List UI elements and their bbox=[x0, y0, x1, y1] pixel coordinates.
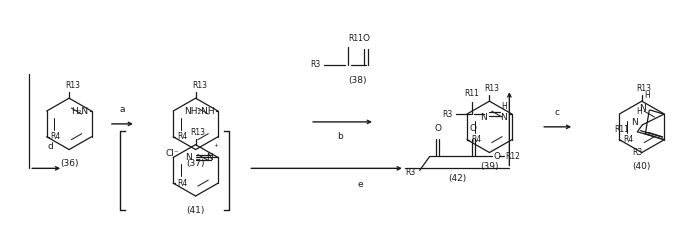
Text: H: H bbox=[636, 107, 642, 116]
Text: e: e bbox=[357, 180, 362, 189]
Text: N: N bbox=[500, 113, 507, 123]
Text: N: N bbox=[206, 153, 213, 162]
Text: H: H bbox=[501, 102, 507, 111]
Text: (40): (40) bbox=[633, 162, 651, 172]
Text: R13: R13 bbox=[66, 81, 81, 90]
Text: R3: R3 bbox=[406, 168, 415, 177]
Text: H: H bbox=[645, 91, 650, 100]
Text: NH₂NH: NH₂NH bbox=[185, 106, 215, 116]
Text: b: b bbox=[337, 132, 343, 141]
Text: R12: R12 bbox=[505, 152, 520, 161]
Text: N: N bbox=[480, 113, 487, 123]
Text: H₂N: H₂N bbox=[71, 106, 89, 116]
Text: +: + bbox=[214, 143, 218, 148]
Text: a: a bbox=[119, 105, 125, 114]
Text: d: d bbox=[47, 142, 53, 151]
Text: (38): (38) bbox=[348, 76, 367, 85]
Text: R11: R11 bbox=[348, 34, 363, 43]
Text: R11: R11 bbox=[615, 125, 629, 134]
Text: R4: R4 bbox=[623, 135, 634, 144]
Text: O: O bbox=[434, 124, 441, 133]
Text: (39): (39) bbox=[480, 162, 498, 172]
Text: c: c bbox=[555, 108, 560, 117]
Text: R13: R13 bbox=[192, 81, 207, 90]
Text: N: N bbox=[640, 104, 646, 113]
Text: O: O bbox=[362, 34, 369, 43]
Text: R4: R4 bbox=[471, 135, 481, 144]
Text: R4: R4 bbox=[177, 179, 187, 188]
Text: R11: R11 bbox=[465, 89, 480, 98]
Text: R4: R4 bbox=[51, 132, 61, 141]
Text: (37): (37) bbox=[186, 159, 205, 169]
Text: R13: R13 bbox=[190, 128, 205, 137]
Text: R3: R3 bbox=[442, 109, 452, 118]
Text: R3: R3 bbox=[632, 148, 643, 157]
Text: R4: R4 bbox=[177, 132, 187, 141]
Text: R13: R13 bbox=[636, 84, 651, 93]
Text: R3: R3 bbox=[310, 60, 320, 69]
Text: (36): (36) bbox=[60, 159, 78, 169]
Text: R13: R13 bbox=[484, 84, 499, 93]
Text: O: O bbox=[470, 124, 477, 133]
Text: N: N bbox=[631, 118, 638, 127]
Text: O: O bbox=[493, 152, 500, 161]
Text: (42): (42) bbox=[448, 174, 467, 183]
Text: Cl⁻: Cl⁻ bbox=[166, 149, 179, 158]
Text: N: N bbox=[185, 153, 192, 162]
Text: (41): (41) bbox=[186, 206, 205, 215]
